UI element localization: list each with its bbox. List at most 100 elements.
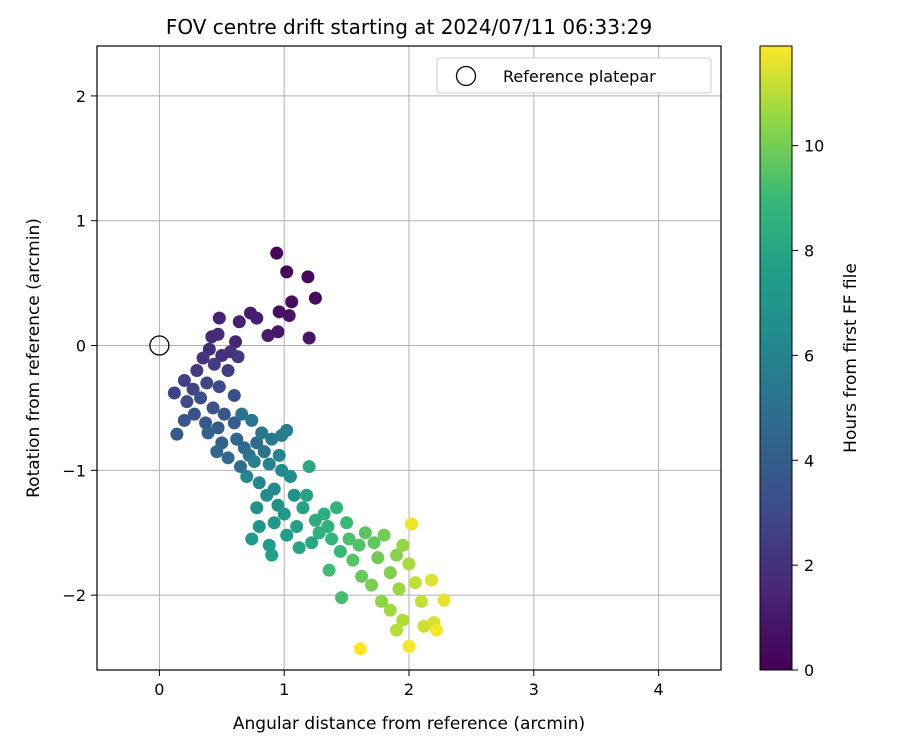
- data-point: [247, 455, 261, 469]
- data-point: [290, 519, 304, 533]
- grid-lines: [97, 46, 721, 670]
- data-point: [396, 538, 410, 552]
- data-point: [187, 407, 201, 421]
- data-point: [353, 642, 367, 656]
- data-point: [305, 536, 319, 550]
- data-point: [207, 357, 221, 371]
- data-point: [260, 488, 274, 502]
- y-tick-label: −2: [62, 586, 86, 605]
- x-axis-ticks: 0 1 2 3 4: [154, 670, 664, 699]
- y-tick-label: 1: [76, 212, 86, 231]
- colorbar-tick-label: 4: [804, 451, 814, 470]
- data-point: [229, 335, 243, 349]
- data-point: [285, 295, 299, 309]
- y-tick-label: −1: [62, 461, 86, 480]
- y-axis-label: Rotation from reference (arcmin): [24, 218, 44, 498]
- data-point: [277, 507, 291, 521]
- data-point: [240, 470, 254, 484]
- data-point: [346, 553, 360, 567]
- data-point: [417, 619, 431, 633]
- colorbar-gradient: [759, 45, 793, 671]
- chart-title: FOV centre drift starting at 2024/07/11 …: [166, 15, 652, 39]
- colorbar: 0 2 4 6 8 10 Hours from first FF file: [759, 45, 861, 680]
- data-point: [383, 603, 397, 617]
- data-point: [383, 566, 397, 580]
- data-point: [227, 388, 241, 402]
- data-point: [211, 421, 225, 435]
- data-point: [177, 413, 191, 427]
- data-point: [199, 416, 213, 430]
- data-point: [262, 538, 276, 552]
- data-point: [186, 382, 200, 396]
- data-point: [262, 457, 276, 471]
- data-point: [375, 594, 389, 608]
- x-tick-label: 4: [654, 680, 664, 699]
- data-point: [177, 373, 191, 387]
- data-point: [267, 516, 281, 530]
- data-point: [272, 448, 286, 462]
- data-point: [325, 532, 339, 546]
- colorbar-ticks: 0 2 4 6 8 10: [792, 137, 824, 680]
- colorbar-tick-label: 6: [804, 346, 814, 365]
- data-point: [392, 582, 406, 596]
- data-point: [365, 578, 379, 592]
- data-point: [280, 423, 294, 437]
- x-axis-label: Angular distance from reference (arcmin): [233, 714, 585, 734]
- data-point: [429, 623, 443, 637]
- x-tick-label: 2: [404, 680, 414, 699]
- data-point: [322, 563, 336, 577]
- data-point: [201, 426, 215, 440]
- data-point: [257, 445, 271, 459]
- data-point: [271, 325, 285, 339]
- data-point: [321, 519, 335, 533]
- data-point: [282, 309, 296, 323]
- data-point: [235, 407, 249, 421]
- data-point: [250, 436, 264, 450]
- data-point: [437, 593, 451, 607]
- data-point: [196, 351, 210, 365]
- data-point: [270, 246, 284, 260]
- data-point: [252, 519, 266, 533]
- data-point: [390, 548, 404, 562]
- data-point: [245, 532, 259, 546]
- data-point: [205, 330, 219, 344]
- data-point: [308, 291, 322, 305]
- data-point: [287, 488, 301, 502]
- data-point: [404, 517, 418, 531]
- data-point: [352, 538, 366, 552]
- data-point: [302, 331, 316, 345]
- data-point: [210, 445, 224, 459]
- data-point: [414, 594, 428, 608]
- data-point: [230, 432, 244, 446]
- data-point: [250, 311, 264, 325]
- data-point: [180, 395, 194, 409]
- x-tick-label: 0: [154, 680, 164, 699]
- data-point: [358, 526, 372, 540]
- data-point: [227, 416, 241, 430]
- data-point: [231, 350, 245, 364]
- data-point: [280, 528, 294, 542]
- y-tick-label: 2: [76, 87, 86, 106]
- data-point: [221, 363, 235, 377]
- legend-label-reference: Reference platepar: [503, 67, 656, 86]
- x-tick-label: 3: [529, 680, 539, 699]
- data-point: [317, 507, 331, 521]
- data-point: [170, 427, 184, 441]
- data-point: [402, 557, 416, 571]
- legend-box: [436, 57, 712, 94]
- colorbar-label: Hours from first FF file: [841, 263, 861, 453]
- data-point: [355, 569, 369, 583]
- data-point: [301, 270, 315, 284]
- data-point: [232, 315, 246, 329]
- data-point: [200, 376, 214, 390]
- data-point: [342, 532, 356, 546]
- legend: Reference platepar: [436, 57, 712, 94]
- y-tick-label: 0: [76, 337, 86, 356]
- data-point: [371, 551, 385, 565]
- legend-marker-reference: [455, 65, 477, 87]
- data-point: [255, 426, 269, 440]
- data-point: [296, 501, 310, 515]
- data-point: [252, 476, 266, 490]
- colorbar-tick-label: 0: [804, 661, 814, 680]
